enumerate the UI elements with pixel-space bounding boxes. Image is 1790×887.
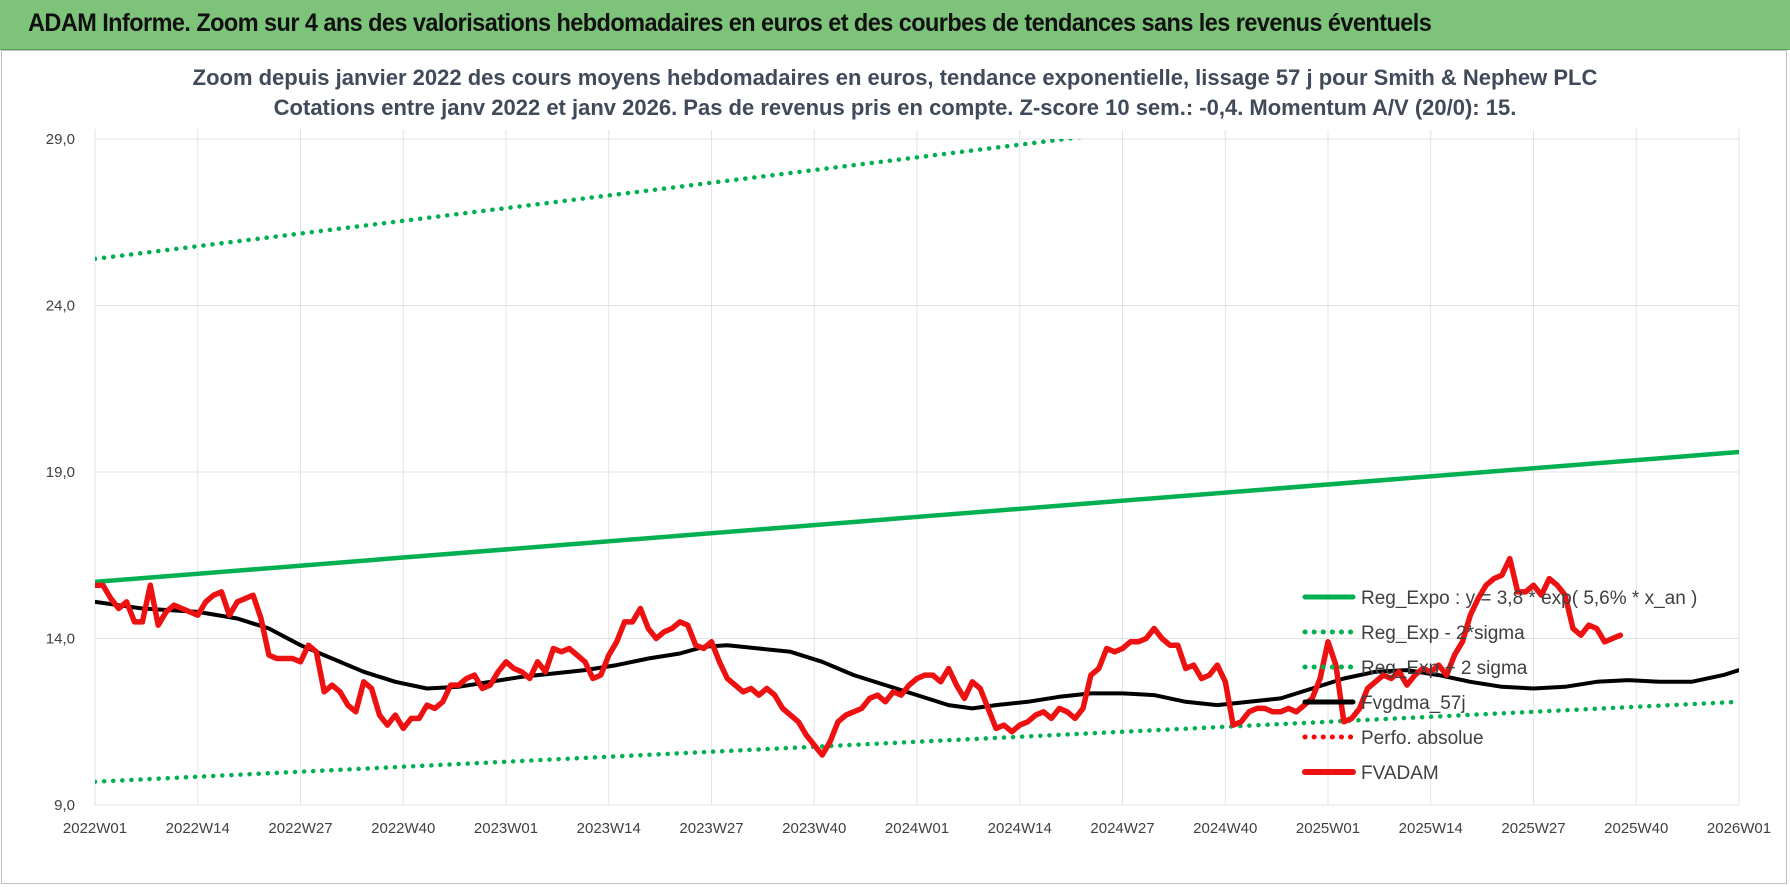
grid xyxy=(94,129,1740,806)
legend-label: Reg_Expo : y = 3,8 * exp( 5,6% * x_an ) xyxy=(1361,588,1697,609)
x-tick-label: 2024W27 xyxy=(1090,820,1154,837)
y-tick-label: 9,0 xyxy=(54,797,75,814)
y-tick-label: 19,0 xyxy=(46,464,75,481)
x-tick-label: 2026W01 xyxy=(1707,820,1771,837)
chart-subtitle: Cotations entre janv 2022 et janv 2026. … xyxy=(274,95,1517,120)
x-tick-label: 2025W01 xyxy=(1296,820,1360,837)
chart-frame: 2022W01 2022W14 2022W27 2022W40 2023W01 2023W… xyxy=(1,50,1787,884)
series-line-fvgdma-57j xyxy=(95,599,1739,711)
x-tick-label: 2023W27 xyxy=(679,820,743,837)
y-tick-label: 24,0 xyxy=(46,298,75,315)
page-title: ADAM Informe. Zoom sur 4 ans des valoris… xyxy=(28,9,1432,37)
x-tick-label: 2025W14 xyxy=(1399,820,1463,837)
legend-label: Fvgdma_57j xyxy=(1361,693,1466,714)
y-tick-label: 14,0 xyxy=(46,631,75,648)
x-tick-label: 2023W14 xyxy=(577,820,641,837)
legend-label: Perfo. absolue xyxy=(1361,728,1484,749)
x-tick-label: 2022W27 xyxy=(268,820,332,837)
x-tick-label: 2023W01 xyxy=(474,820,538,837)
series-line-reg-exp-2-sigma xyxy=(95,699,1739,784)
chart-title: Zoom depuis janvier 2022 des cours moyen… xyxy=(193,65,1598,90)
axis-ticks: 2022W01 2022W14 2022W27 2022W40 2023W01 2023W… xyxy=(46,131,1771,837)
x-tick-label: 2023W40 xyxy=(782,820,846,837)
x-tick-label: 2025W40 xyxy=(1604,820,1668,837)
x-tick-label: 2022W14 xyxy=(166,820,230,837)
x-tick-label: 2024W01 xyxy=(885,820,949,837)
x-tick-label: 2025W27 xyxy=(1501,820,1565,837)
legend: Reg_Expo : y = 3,8 * exp( 5,6% * x_an ) R… xyxy=(1302,588,1697,784)
x-tick-label: 2022W01 xyxy=(63,820,127,837)
legend-label: FVADAM xyxy=(1361,763,1439,784)
series-line-reg-expo-y-3-8-exp-5-6-x-an xyxy=(95,449,1739,585)
legend-label: Reg_Exp - 2*sigma xyxy=(1361,623,1525,644)
chart: 2022W01 2022W14 2022W27 2022W40 2023W01 2023W… xyxy=(46,65,1771,837)
x-tick-label: 2022W40 xyxy=(371,820,435,837)
legend-label: Reg_Exp + 2 sigma xyxy=(1361,658,1528,679)
series-line-fvadam xyxy=(95,555,1624,758)
x-tick-label: 2024W40 xyxy=(1193,820,1257,837)
series-line-reg-exp-2-sigma xyxy=(95,139,1084,262)
title-background xyxy=(250,66,1540,130)
series-layer xyxy=(95,139,1739,784)
x-tick-label: 2024W14 xyxy=(988,820,1052,837)
y-tick-label: 29,0 xyxy=(46,131,75,148)
header-bar: ADAM Informe. Zoom sur 4 ans des valoris… xyxy=(0,0,1790,50)
